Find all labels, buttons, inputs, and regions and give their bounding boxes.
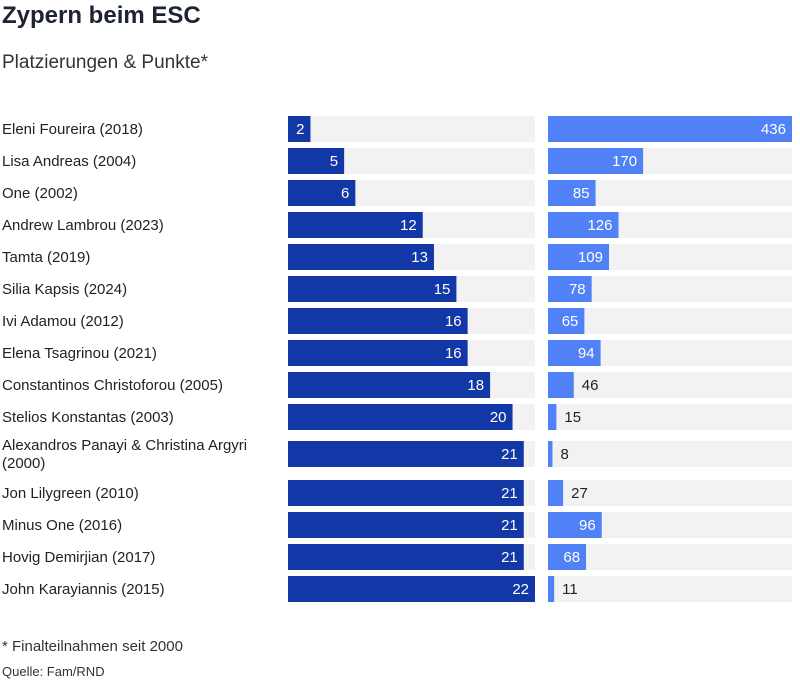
category-label: Eleni Foureira (2018) <box>2 121 143 138</box>
points-bar <box>548 308 585 334</box>
points-value-label: 68 <box>563 549 580 566</box>
points-bar <box>548 480 564 506</box>
points-value-label: 109 <box>578 249 603 266</box>
points-bar <box>548 244 609 270</box>
points-value-label: 96 <box>579 517 596 534</box>
points-value-label: 78 <box>569 281 586 298</box>
points-track <box>548 372 792 398</box>
category-label: Hovig Demirjian (2017) <box>2 549 155 566</box>
placement-bar <box>288 276 457 302</box>
placement-bar <box>288 116 311 142</box>
placement-value-label: 16 <box>445 345 462 362</box>
category-label: Andrew Lambrou (2023) <box>2 217 164 234</box>
placement-bar <box>288 340 468 366</box>
points-value-label: 11 <box>562 581 578 598</box>
points-value-label: 85 <box>573 185 590 202</box>
placement-value-label: 13 <box>411 249 428 266</box>
points-track <box>548 308 792 334</box>
chart-title: Zypern beim ESC <box>2 2 201 29</box>
points-bar <box>548 180 596 206</box>
points-value-label: 126 <box>587 217 612 234</box>
placement-bar <box>288 180 356 206</box>
points-bar <box>548 576 555 602</box>
placement-bar <box>288 212 423 238</box>
placement-bar <box>288 308 468 334</box>
category-label: Stelios Konstantas (2003) <box>2 409 174 426</box>
points-bar <box>548 404 557 430</box>
category-label: One (2002) <box>2 185 78 202</box>
placement-value-label: 21 <box>501 446 518 463</box>
points-track <box>548 404 792 430</box>
placement-value-label: 22 <box>512 581 529 598</box>
placement-value-label: 15 <box>434 281 451 298</box>
category-label: Elena Tsagrinou (2021) <box>2 345 157 362</box>
footnote: * Finalteilnahmen seit 2000 <box>2 638 183 655</box>
placement-value-label: 21 <box>501 517 518 534</box>
placement-value-label: 5 <box>330 153 338 170</box>
placement-bar <box>288 544 524 570</box>
placement-track <box>288 116 535 142</box>
points-track <box>548 544 792 570</box>
placement-value-label: 20 <box>490 409 507 426</box>
chart-subtitle: Platzierungen & Punkte* <box>2 52 208 73</box>
placement-value-label: 2 <box>296 121 304 138</box>
category-label: Silia Kapsis (2024) <box>2 281 127 298</box>
category-label: Lisa Andreas (2004) <box>2 153 136 170</box>
points-track <box>548 441 792 467</box>
points-value-label: 170 <box>612 153 637 170</box>
points-track <box>548 576 792 602</box>
placement-value-label: 6 <box>341 185 349 202</box>
points-bar <box>548 544 587 570</box>
category-label: Minus One (2016) <box>2 517 122 534</box>
points-track <box>548 480 792 506</box>
category-label: Tamta (2019) <box>2 249 90 266</box>
category-label: Ivi Adamou (2012) <box>2 313 124 330</box>
points-value-label: 94 <box>578 345 595 362</box>
placement-value-label: 21 <box>501 549 518 566</box>
points-value-label: 15 <box>564 409 581 426</box>
points-bar <box>548 372 574 398</box>
category-label: Constantinos Christoforou (2005) <box>2 377 223 394</box>
points-bar <box>548 148 644 174</box>
points-value-label: 65 <box>562 313 579 330</box>
points-bar <box>548 512 602 538</box>
points-bar <box>548 340 601 366</box>
points-value-label: 8 <box>560 446 568 463</box>
placement-bar <box>288 576 535 602</box>
points-bar <box>548 276 592 302</box>
placement-value-label: 12 <box>400 217 417 234</box>
points-bar <box>548 212 619 238</box>
category-label: Jon Lilygreen (2010) <box>2 485 139 502</box>
points-value-label: 436 <box>761 121 786 138</box>
category-label: Alexandros Panayi & Christina Argyri (200… <box>2 437 247 472</box>
category-label: John Karayiannis (2015) <box>2 581 165 598</box>
placement-bar <box>288 404 513 430</box>
points-bar <box>548 116 792 142</box>
placement-value-label: 18 <box>467 377 484 394</box>
placement-bar <box>288 480 524 506</box>
source-note: Quelle: Fam/RND <box>2 664 105 679</box>
placement-bar <box>288 512 524 538</box>
placement-value-label: 16 <box>445 313 462 330</box>
placement-bar <box>288 372 491 398</box>
placement-bar <box>288 148 345 174</box>
placement-value-label: 21 <box>501 485 518 502</box>
placement-bar <box>288 244 434 270</box>
points-value-label: 27 <box>571 485 588 502</box>
points-bar <box>548 441 553 467</box>
placement-bar <box>288 441 524 467</box>
points-value-label: 46 <box>582 377 599 394</box>
